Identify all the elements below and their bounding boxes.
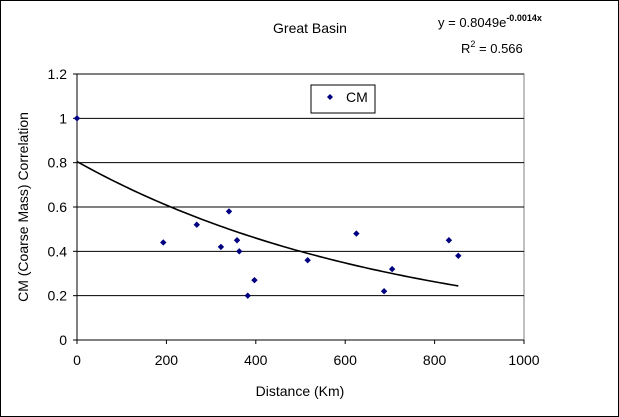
y-axis-ticks: 0 0.2 0.4 0.6 0.8 1 1.2 [48, 66, 77, 348]
data-point-6 [236, 248, 243, 255]
data-point-12 [388, 265, 396, 273]
data-point-8 [251, 276, 258, 284]
data-point-13 [445, 237, 453, 244]
data-point-2 [193, 221, 200, 228]
data-point-0 [73, 115, 81, 122]
x-axis-label: Distance (Km) [256, 383, 345, 399]
legend: CM [310, 84, 376, 114]
gridlines [77, 73, 524, 297]
data-point-14 [455, 252, 462, 259]
x-tick-label-0: 0 [73, 352, 81, 368]
legend-label: CM [346, 89, 368, 105]
r-squared: R2 = 0.566 [461, 39, 523, 56]
data-point-11 [380, 288, 388, 295]
x-tick-label-2: 400 [244, 352, 268, 368]
y-tick-label-5: 1 [59, 110, 67, 126]
y-tick-label-3: 0.6 [48, 199, 68, 215]
data-point-1 [160, 239, 167, 246]
x-tick-label-3: 600 [334, 352, 358, 368]
x-tick-label-5: 1000 [508, 352, 539, 368]
trend-equation-exponent: -0.0014x [506, 13, 542, 23]
y-tick-label-2: 0.4 [48, 243, 68, 259]
chart-title: Great Basin [273, 20, 347, 36]
y-tick-label-6: 1.2 [48, 66, 68, 82]
r-squared-superscript: 2 [470, 39, 475, 49]
data-point-9 [304, 257, 311, 264]
y-tick-label-0: 0 [59, 332, 67, 348]
legend-box [310, 84, 376, 114]
data-points [73, 115, 462, 299]
trendline [76, 160, 459, 287]
data-point-3 [217, 243, 225, 251]
data-point-7 [244, 292, 251, 299]
x-tick-label-1: 200 [155, 352, 179, 368]
legend-marker [327, 94, 333, 100]
x-axis-ticks: 0 200 400 600 800 1000 [73, 340, 540, 368]
y-tick-label-1: 0.2 [48, 288, 68, 304]
data-point-5 [233, 237, 241, 244]
data-point-4 [225, 208, 233, 215]
y-tick-label-4: 0.8 [48, 155, 68, 171]
data-point-10 [353, 230, 360, 237]
trend-equation: y = 0.8049e-0.0014x [438, 13, 542, 30]
x-tick-label-4: 800 [423, 352, 447, 368]
y-axis-label: CM (Coarse Mass) Correlation [15, 112, 31, 302]
